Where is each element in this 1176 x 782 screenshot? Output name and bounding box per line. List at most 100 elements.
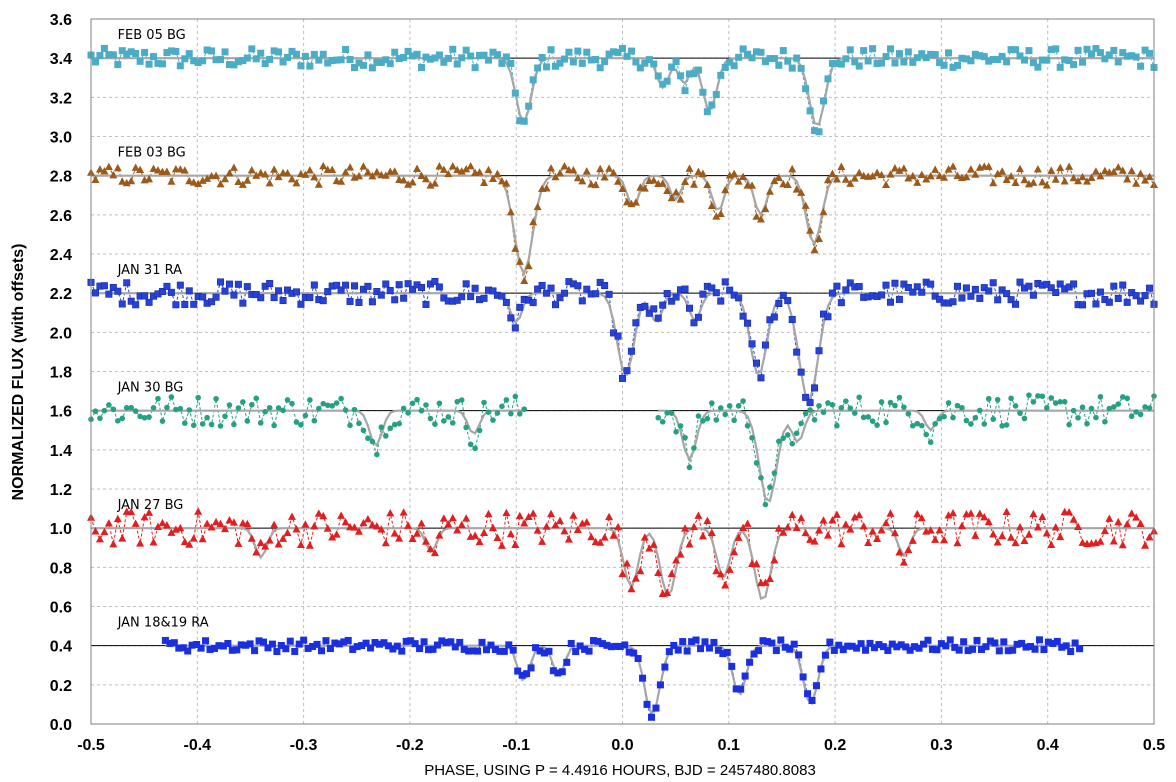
data-point [739, 45, 747, 53]
data-point [1017, 410, 1023, 416]
data-point [268, 640, 276, 648]
data-point [283, 169, 292, 177]
data-point [418, 283, 426, 291]
data-point [698, 169, 707, 177]
data-point [1020, 175, 1029, 184]
data-point [1097, 393, 1104, 400]
data-point [220, 524, 229, 533]
data-point [1111, 404, 1117, 410]
data-point [882, 281, 890, 289]
data-point [756, 215, 765, 223]
data-point [1123, 519, 1132, 528]
data-point [631, 574, 640, 582]
data-point [981, 421, 988, 427]
data-point [1007, 296, 1015, 304]
data-point [1096, 537, 1105, 545]
data-point [839, 646, 847, 654]
data-point [186, 407, 193, 413]
data-point [1038, 177, 1047, 186]
data-point [220, 174, 229, 183]
data-point [551, 172, 560, 181]
data-point [980, 513, 989, 521]
data-point [645, 56, 653, 64]
data-point [1034, 63, 1042, 71]
data-point [558, 668, 566, 676]
data-point [1047, 540, 1056, 548]
data-point [301, 170, 310, 178]
data-point [422, 300, 430, 308]
data-point [709, 400, 715, 406]
plot-border [90, 18, 1155, 725]
data-point [1079, 404, 1086, 411]
y-tick-label: 0.8 [50, 560, 72, 577]
data-point [963, 417, 970, 424]
data-point [198, 534, 207, 543]
data-point [493, 51, 501, 59]
data-point [494, 410, 501, 416]
data-point [319, 511, 328, 520]
data-point [132, 408, 139, 414]
data-point [789, 440, 796, 447]
data-point [234, 280, 242, 288]
series-group [87, 277, 1158, 407]
data-point [790, 640, 798, 648]
data-point [797, 514, 806, 522]
data-point [851, 410, 858, 416]
data-point [935, 171, 944, 180]
data-point [524, 261, 533, 270]
data-point [895, 50, 903, 58]
data-point [707, 201, 716, 210]
data-point [435, 162, 444, 170]
data-point [109, 51, 117, 59]
data-point [515, 257, 524, 265]
data-point [113, 514, 122, 523]
data-point [1146, 49, 1154, 57]
data-point [381, 171, 390, 179]
data-point [305, 166, 314, 174]
data-point [454, 398, 461, 405]
data-point [449, 45, 457, 53]
data-point [582, 518, 591, 526]
data-point [317, 647, 325, 655]
data-point [552, 301, 560, 309]
data-point [1084, 420, 1090, 427]
data-point [1039, 393, 1046, 400]
data-point [1016, 278, 1024, 286]
data-point [184, 647, 192, 655]
data-point [856, 394, 863, 401]
data-point [923, 431, 930, 438]
data-point [229, 518, 238, 526]
data-point [204, 414, 210, 421]
data-point [685, 540, 694, 548]
data-point [1132, 292, 1140, 300]
data-point [945, 400, 952, 406]
data-point [1092, 45, 1100, 53]
data-point [240, 399, 246, 405]
data-point [377, 525, 386, 533]
data-point [904, 48, 912, 56]
data-point [356, 420, 362, 427]
data-point [864, 57, 872, 65]
data-point [168, 394, 175, 400]
data-point [605, 290, 613, 298]
data-point [717, 297, 725, 305]
data-point [1056, 63, 1064, 71]
data-point [780, 435, 787, 441]
data-point [244, 418, 251, 424]
data-point [776, 438, 782, 445]
data-point [505, 641, 513, 649]
data-point [984, 517, 993, 526]
data-point [140, 512, 149, 521]
data-point [485, 56, 493, 64]
data-point [132, 301, 140, 309]
data-point [819, 516, 828, 524]
data-point [694, 511, 703, 519]
data-point [569, 511, 578, 519]
data-point [167, 288, 175, 296]
data-point [564, 535, 573, 543]
data-point [819, 207, 828, 216]
data-point [243, 54, 251, 62]
data-point [725, 565, 734, 573]
data-point [1114, 517, 1123, 526]
data-point [855, 283, 863, 291]
